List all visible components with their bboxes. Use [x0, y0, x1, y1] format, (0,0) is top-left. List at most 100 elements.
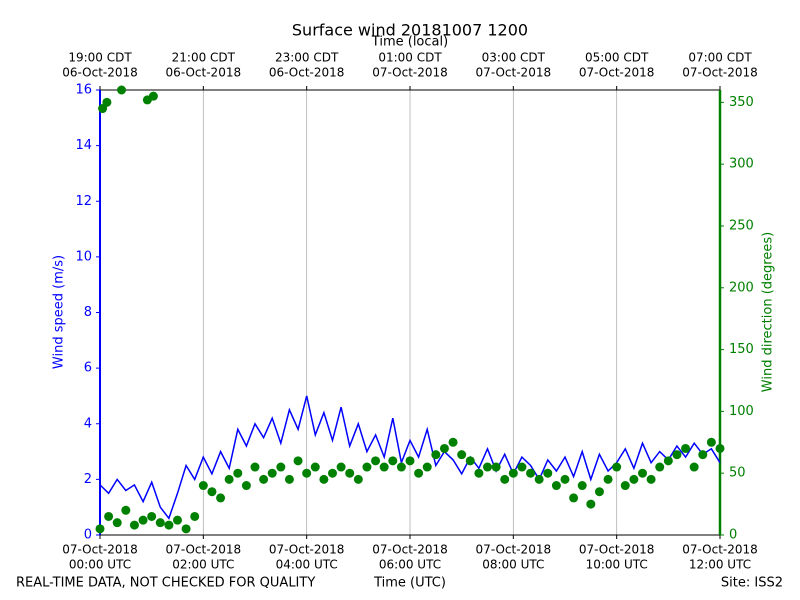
direction-point: [147, 511, 157, 521]
direction-point: [500, 474, 510, 484]
direction-point: [465, 456, 475, 466]
direction-point: [534, 474, 544, 484]
direction-point: [293, 456, 303, 466]
direction-point: [594, 487, 604, 497]
direction-point: [148, 91, 158, 101]
direction-point: [586, 499, 596, 509]
direction-point: [483, 462, 492, 472]
x-tick-label: 07-Oct-2018: [476, 543, 552, 557]
direction-point: [414, 468, 424, 478]
quality-note: REAL-TIME DATA, NOT CHECKED FOR QUALITY: [16, 576, 315, 591]
y-tick-label: 0: [84, 528, 92, 543]
top-x-tick-label: 03:00 CDT: [482, 51, 546, 65]
direction-point: [474, 468, 484, 478]
y2-tick-label: 350: [729, 95, 754, 110]
direction-point: [102, 97, 112, 107]
direction-point: [508, 468, 518, 478]
direction-point: [405, 456, 415, 466]
direction-point: [517, 462, 527, 472]
y-tick-label: 16: [75, 83, 92, 98]
direction-point: [216, 493, 226, 503]
direction-point: [121, 505, 131, 515]
x-tick-label: 07-Oct-2018: [682, 543, 758, 557]
x-tick-label: 10:00 UTC: [586, 558, 648, 572]
direction-point: [112, 518, 122, 528]
x-tick-label: 02:00 UTC: [172, 558, 234, 572]
direction-point: [198, 481, 208, 491]
top-x-tick-label: 06-Oct-2018: [269, 66, 345, 80]
top-x-tick-label: 19:00 CDT: [68, 51, 132, 65]
top-x-tick-label: 01:00 CDT: [378, 51, 442, 65]
direction-point: [267, 468, 277, 478]
top-axis-label: Time (local): [371, 35, 448, 50]
direction-point: [706, 437, 716, 447]
direction-point: [431, 450, 441, 460]
direction-point: [638, 468, 647, 478]
top-x-tick-label: 23:00 CDT: [275, 51, 339, 65]
top-x-tick-label: 07-Oct-2018: [372, 66, 448, 80]
direction-point: [362, 462, 372, 472]
direction-point: [276, 462, 286, 472]
y-tick-label: 14: [75, 138, 92, 153]
direction-point: [715, 443, 725, 453]
direction-point: [284, 474, 294, 484]
direction-point: [259, 474, 269, 484]
direction-point: [551, 481, 561, 491]
x-tick-label: 07-Oct-2018: [166, 543, 242, 557]
direction-point: [310, 462, 320, 472]
y2-axis-label: Wind direction (degrees): [761, 232, 776, 392]
direction-point: [224, 474, 234, 484]
x-tick-label: 07-Oct-2018: [62, 543, 138, 557]
x-axis-label: Time (UTC): [373, 576, 446, 591]
direction-point: [181, 524, 191, 534]
x-tick-label: 12:00 UTC: [689, 558, 751, 572]
direction-point: [388, 456, 398, 466]
y-tick-label: 8: [84, 305, 92, 320]
direction-point: [129, 520, 139, 530]
direction-point: [353, 474, 363, 484]
direction-point: [164, 520, 174, 530]
x-tick-label: 07-Oct-2018: [579, 543, 655, 557]
y-tick-label: 12: [75, 194, 92, 209]
direction-point: [612, 462, 622, 472]
direction-point: [336, 462, 346, 472]
y2-tick-label: 100: [729, 404, 754, 419]
top-x-tick-label: 07-Oct-2018: [476, 66, 552, 80]
direction-point: [689, 462, 699, 472]
direction-point: [577, 481, 587, 491]
top-x-tick-label: 06-Oct-2018: [62, 66, 138, 80]
direction-point: [672, 450, 682, 460]
direction-point: [422, 462, 432, 472]
direction-point: [698, 450, 708, 460]
chart-title: Surface wind 20181007 1200: [292, 21, 528, 40]
x-tick-label: 08:00 UTC: [482, 558, 544, 572]
y-tick-label: 2: [84, 472, 92, 487]
x-tick-label: 07-Oct-2018: [372, 543, 448, 557]
x-tick-label: 04:00 UTC: [276, 558, 338, 572]
y-tick-label: 6: [84, 361, 92, 376]
top-x-tick-label: 07-Oct-2018: [682, 66, 758, 80]
direction-point: [207, 487, 217, 497]
direction-point: [543, 468, 553, 478]
y-tick-label: 10: [75, 249, 92, 264]
y2-tick-label: 250: [729, 218, 754, 233]
y-axis-label: Wind speed (m/s): [52, 255, 67, 369]
top-x-tick-label: 05:00 CDT: [585, 51, 649, 65]
direction-point: [646, 474, 656, 484]
top-x-tick-label: 07-Oct-2018: [579, 66, 655, 80]
y2-tick-label: 200: [729, 280, 754, 295]
top-x-tick-label: 07:00 CDT: [688, 51, 752, 65]
direction-point: [302, 468, 312, 478]
x-tick-label: 06:00 UTC: [379, 558, 441, 572]
direction-point: [396, 462, 406, 472]
direction-point: [241, 481, 251, 491]
direction-point: [603, 474, 613, 484]
direction-point: [457, 450, 467, 460]
direction-point: [155, 518, 165, 528]
direction-point: [190, 511, 200, 521]
direction-point: [138, 515, 148, 525]
direction-point: [620, 481, 630, 491]
direction-point: [173, 515, 182, 525]
direction-point: [250, 462, 260, 472]
